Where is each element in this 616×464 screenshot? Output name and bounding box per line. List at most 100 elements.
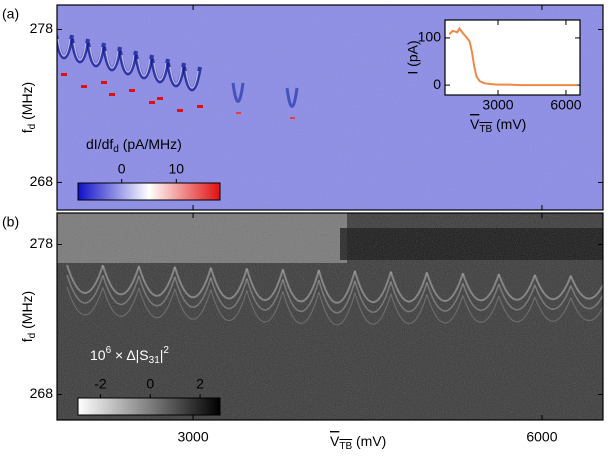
heatmap-feature — [210, 267, 248, 300]
x-tick-label: 3000 — [482, 97, 513, 113]
heatmap-feature — [137, 58, 151, 77]
y-axis-label-part: (MHz) — [19, 291, 35, 333]
y-axis-label: fd (MHz) — [19, 291, 38, 342]
heatmap-feature — [534, 275, 572, 300]
colorbar-tick-label: 10 — [169, 161, 185, 177]
heatmap-feature — [426, 294, 464, 324]
heatmap-feature — [177, 109, 183, 112]
heatmap-feature — [285, 87, 299, 108]
heatmap-feature — [153, 62, 167, 81]
heatmap-feature — [166, 62, 186, 88]
x-tick-label: 6000 — [550, 97, 581, 113]
heatmap-feature — [169, 66, 183, 85]
y-tick-label: 0 — [433, 76, 441, 92]
heatmap-feature — [102, 46, 122, 72]
panel-label: (b) — [2, 214, 19, 230]
heatmap-feature — [66, 274, 104, 304]
heatmap-feature — [282, 269, 320, 303]
colorbar-tick-label: -2 — [94, 376, 107, 392]
heatmap-feature — [282, 291, 320, 324]
heatmap-feature — [462, 283, 500, 312]
heatmap-feature — [102, 275, 140, 306]
heatmap-feature — [570, 297, 603, 321]
x-axis-label-part: (mV) — [492, 116, 526, 132]
heatmap-feature — [246, 290, 284, 323]
heatmap-feature — [426, 282, 464, 312]
heatmap-feature — [231, 82, 245, 103]
heatmap-feature — [66, 286, 104, 316]
y-axis-label-part: f — [19, 338, 35, 342]
heatmap-feature — [70, 38, 90, 64]
heatmap-feature — [246, 268, 284, 301]
colorbar-label-part: 6 — [106, 345, 112, 356]
colorbar — [77, 397, 221, 416]
heatmap-feature — [290, 117, 295, 119]
heatmap-feature — [174, 267, 212, 299]
plot-frame — [56, 212, 604, 421]
heatmap-feature — [109, 93, 115, 96]
heatmap-feature — [390, 271, 428, 303]
colorbar-label-part: 10 — [90, 347, 106, 363]
heatmap-feature — [61, 73, 67, 76]
heatmap-feature — [318, 280, 356, 314]
y-axis-label-part: (MHz) — [19, 82, 35, 124]
heatmap-feature — [426, 272, 464, 302]
heatmap-feature — [118, 50, 138, 76]
heatmap-feature — [86, 42, 106, 68]
heatmap-feature — [498, 284, 536, 311]
y-tick-label: 268 — [30, 173, 54, 189]
heatmap-feature — [121, 54, 135, 73]
heatmap-feature — [354, 281, 392, 313]
x-axis-label: VTB (mV) — [330, 433, 386, 452]
heatmap-feature — [462, 273, 500, 302]
colorbar-label-part: dI/df — [86, 136, 113, 152]
data-line — [448, 26, 578, 87]
y-tick-label: 100 — [418, 29, 442, 45]
heatmap-feature — [129, 89, 135, 92]
colorbar-label-part: (pA/MHz) — [119, 136, 182, 152]
colorbar-tick-label: 0 — [146, 376, 154, 392]
heatmap-feature — [318, 270, 356, 304]
heatmap-feature — [534, 297, 572, 322]
heatmap-feature — [101, 81, 107, 84]
heatmap-feature — [185, 70, 199, 89]
colorbar-tick-label: 0 — [118, 161, 126, 177]
x-axis-label-part: V — [330, 433, 340, 449]
y-tick-label: 278 — [30, 235, 54, 251]
heatmap-feature — [534, 285, 572, 310]
x-axis-label-part: TB — [479, 124, 492, 135]
colorbar-tick-label: 2 — [196, 376, 204, 392]
heatmap-feature — [89, 46, 103, 65]
heatmap-feature — [174, 277, 212, 308]
heatmap-feature — [149, 101, 155, 104]
y-tick-label: 268 — [30, 385, 54, 401]
heatmap-feature — [81, 85, 87, 88]
colorbar-label: 106 × Δ|S31|2 — [90, 345, 169, 366]
heatmap-feature — [134, 54, 154, 80]
y-tick-label: 278 — [30, 20, 54, 36]
plot-frame — [56, 4, 604, 211]
heatmap-feature — [105, 50, 119, 69]
heatmap-feature — [138, 288, 176, 319]
heatmap-feature — [197, 105, 203, 108]
heatmap-feature — [498, 274, 536, 301]
heatmap-feature — [73, 42, 87, 61]
heatmap-feature — [182, 66, 202, 92]
heatmap-feature — [150, 58, 170, 84]
y-axis-label-part: d — [27, 124, 38, 130]
colorbar-label-part: × Δ|S — [111, 347, 149, 363]
heatmap-feature — [354, 271, 392, 304]
heatmap-feature — [318, 292, 356, 326]
heatmap-feature — [57, 38, 71, 57]
heatmap-feature — [462, 295, 500, 323]
heatmap-feature — [354, 293, 392, 325]
plot-frame — [444, 19, 581, 96]
heatmap-noise — [57, 213, 603, 420]
colorbar — [77, 182, 221, 201]
x-axis-label-part: TB — [339, 441, 352, 452]
heatmap-image — [57, 213, 603, 420]
colorbar-label-part: 31 — [149, 355, 161, 366]
colorbar-label-part: 2 — [163, 345, 169, 356]
panel-label: (a) — [2, 6, 19, 22]
